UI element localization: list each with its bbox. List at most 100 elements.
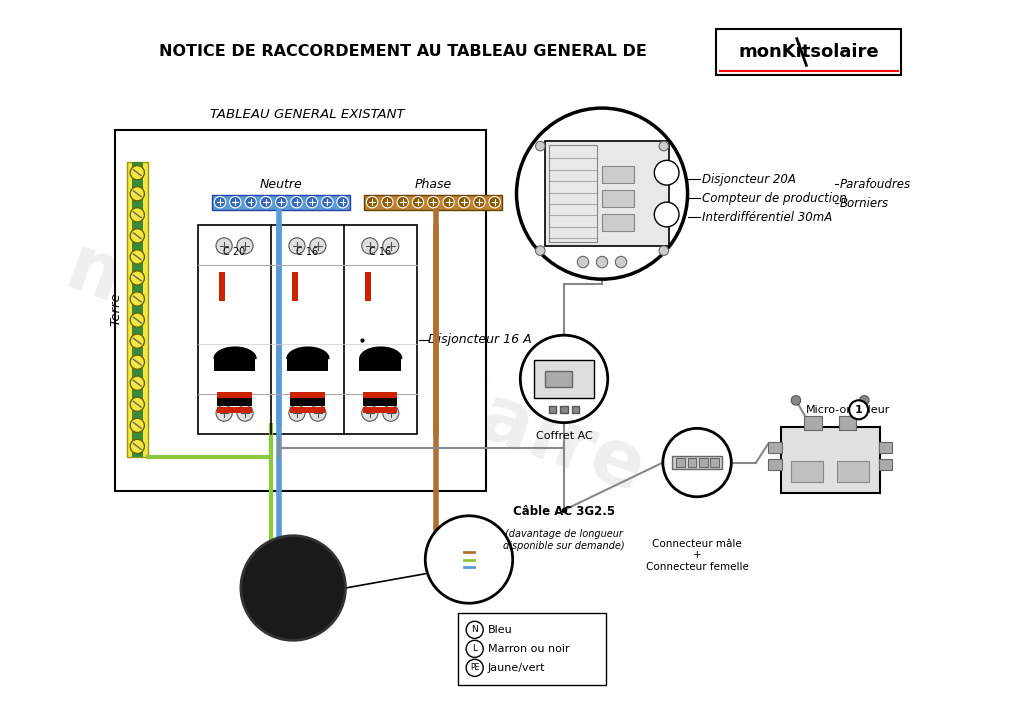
Circle shape [245,196,256,208]
Circle shape [654,161,679,185]
FancyBboxPatch shape [287,358,329,371]
Circle shape [130,271,144,285]
Circle shape [130,355,144,369]
FancyBboxPatch shape [602,166,634,183]
Circle shape [130,166,144,180]
Circle shape [310,405,326,421]
Text: Disjoncteur 16 A: Disjoncteur 16 A [428,333,531,346]
Circle shape [615,257,627,267]
FancyBboxPatch shape [364,407,397,413]
Circle shape [310,238,326,254]
FancyBboxPatch shape [292,272,298,301]
FancyBboxPatch shape [366,272,371,301]
Circle shape [859,396,869,405]
Circle shape [849,400,868,419]
Circle shape [130,292,144,306]
FancyBboxPatch shape [792,461,823,482]
FancyBboxPatch shape [365,194,502,210]
Text: Disjoncteur 20A: Disjoncteur 20A [701,173,796,186]
Text: Connecteur mâle
+
Connecteur femelle: Connecteur mâle + Connecteur femelle [646,538,749,571]
Circle shape [216,238,232,254]
FancyBboxPatch shape [805,417,821,429]
Circle shape [289,238,305,254]
Text: Borniers: Borniers [840,196,889,209]
FancyBboxPatch shape [699,458,708,467]
FancyBboxPatch shape [545,371,571,386]
FancyBboxPatch shape [687,458,696,467]
FancyBboxPatch shape [291,407,325,413]
Circle shape [130,376,144,390]
Text: NOTICE DE RACCORDEMENT AU TABLEAU GENERAL DE: NOTICE DE RACCORDEMENT AU TABLEAU GENERA… [159,44,646,59]
Circle shape [237,405,253,421]
FancyBboxPatch shape [127,162,147,457]
Text: C 16: C 16 [296,247,318,257]
Text: C 16: C 16 [369,247,391,257]
FancyBboxPatch shape [602,190,634,207]
Circle shape [459,196,470,208]
Circle shape [289,405,305,421]
Circle shape [130,313,144,327]
Text: N: N [471,625,478,635]
Text: Coffret AC: Coffret AC [536,431,593,441]
Circle shape [322,196,333,208]
FancyBboxPatch shape [560,406,568,413]
Circle shape [536,246,545,255]
Circle shape [397,196,409,208]
Text: Câble AC 3G2.5: Câble AC 3G2.5 [513,505,615,518]
Text: Neutre: Neutre [260,178,303,191]
FancyBboxPatch shape [291,392,325,398]
Circle shape [425,516,513,603]
Circle shape [413,196,424,208]
Text: Micro-onduleur: Micro-onduleur [806,405,891,415]
Text: Bleu: Bleu [488,625,513,635]
Circle shape [578,257,589,267]
Circle shape [241,536,345,640]
Text: C 20: C 20 [223,247,246,257]
Circle shape [488,196,501,208]
FancyBboxPatch shape [359,358,401,371]
Circle shape [659,141,669,151]
FancyBboxPatch shape [545,141,669,246]
Circle shape [663,428,731,497]
FancyBboxPatch shape [291,398,325,406]
FancyBboxPatch shape [673,456,722,469]
Circle shape [130,397,144,412]
Text: Compteur de production: Compteur de production [701,192,847,205]
FancyBboxPatch shape [716,29,901,75]
Text: Phase: Phase [415,178,452,191]
Circle shape [466,640,483,657]
Circle shape [383,238,398,254]
Circle shape [361,238,378,254]
FancyBboxPatch shape [602,214,634,231]
Circle shape [130,208,144,222]
FancyBboxPatch shape [132,162,143,457]
Circle shape [237,238,253,254]
FancyBboxPatch shape [458,613,606,685]
Circle shape [382,196,393,208]
Text: PE: PE [470,663,479,673]
FancyBboxPatch shape [214,358,255,371]
Text: Parafoudres: Parafoudres [840,178,910,191]
Circle shape [428,196,439,208]
Circle shape [130,418,144,432]
Circle shape [520,336,607,422]
Text: Interdifférentiel 30mA: Interdifférentiel 30mA [701,211,833,224]
FancyBboxPatch shape [768,442,781,453]
FancyBboxPatch shape [198,225,417,434]
Circle shape [337,196,348,208]
Circle shape [383,405,398,421]
FancyBboxPatch shape [571,406,580,413]
FancyBboxPatch shape [768,459,781,470]
FancyBboxPatch shape [217,398,252,406]
FancyBboxPatch shape [116,130,486,491]
Circle shape [466,660,483,676]
FancyBboxPatch shape [212,194,350,210]
Circle shape [443,196,455,208]
Circle shape [516,108,687,279]
Circle shape [466,621,483,638]
Circle shape [260,196,271,208]
Text: Marron ou noir: Marron ou noir [488,644,569,654]
Text: monKitsolaire: monKitsolaire [55,229,654,510]
FancyBboxPatch shape [676,458,685,467]
FancyBboxPatch shape [837,461,869,482]
